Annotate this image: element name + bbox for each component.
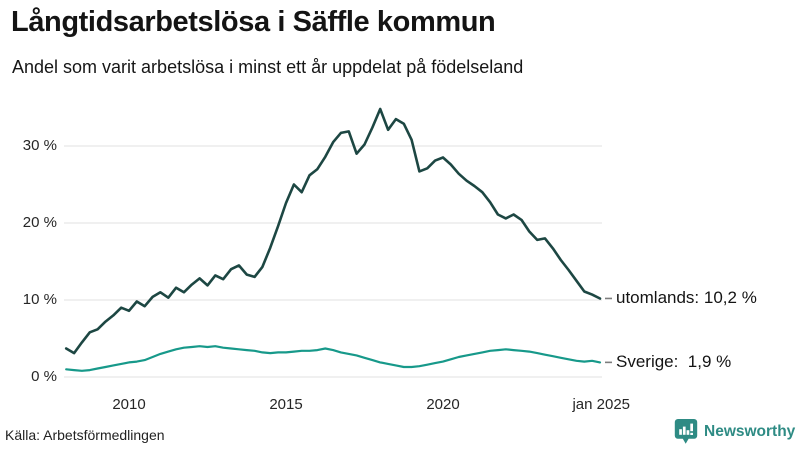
x-axis-label: 2010 (112, 396, 146, 413)
series-line-sverige (65, 345, 602, 372)
series-line-utomlands (64, 107, 602, 355)
newsworthy-logo-icon (674, 418, 698, 445)
newsworthy-brand-link[interactable]: Newsworthy (674, 418, 795, 445)
newsworthy-brand-name: Newsworthy (704, 422, 796, 440)
x-axis-label: jan 2025 (572, 396, 631, 413)
page-subtitle: Andel som varit arbetslösa i minst ett å… (12, 57, 524, 77)
page-title: Långtidsarbetslösa i Säffle kommun (11, 6, 496, 38)
y-axis-label: 20 % (22, 214, 57, 231)
series-label-sverige: Sverige: 1,9 % (616, 352, 732, 372)
source-note: Källa: Arbetsförmedlingen (5, 427, 165, 443)
y-axis-label: 10 % (22, 291, 57, 308)
y-axis-label: 0 % (31, 368, 57, 385)
series-label-utomlands: utomlands: 10,2 % (616, 288, 757, 308)
x-axis-label: 2015 (269, 396, 303, 413)
y-axis-label: 30 % (22, 137, 57, 154)
x-axis-label: 2020 (426, 396, 460, 413)
